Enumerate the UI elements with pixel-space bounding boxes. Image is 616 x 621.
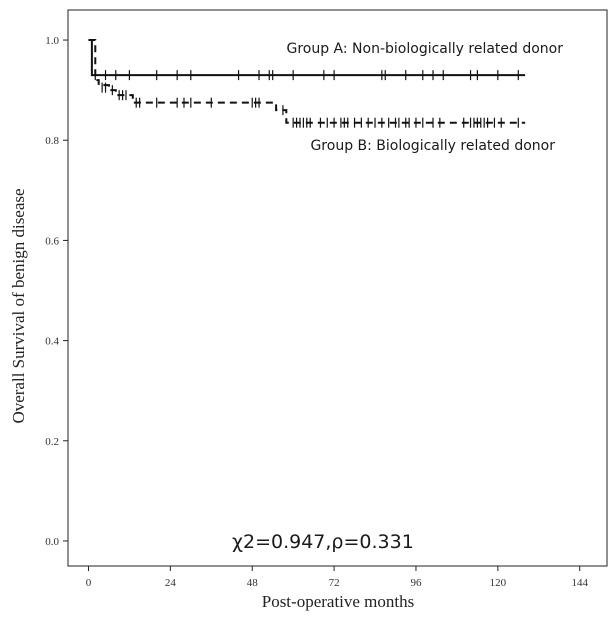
x-tick-label: 48 (247, 577, 259, 589)
x-axis-ticks: 0 24 48 72 96 120 144 (86, 566, 588, 589)
y-tick-label: 0.6 (45, 235, 59, 247)
y-axis-ticks: 0.0 0.2 0.4 0.6 0.8 1.0 (45, 35, 68, 548)
group-a-label: Group A: Non-biologically related donor (286, 41, 563, 57)
statistic-annotation: χ2=0.947,ρ=0.331 (232, 531, 414, 553)
x-tick-label: 96 (410, 577, 422, 589)
group-b-series (88, 39, 526, 128)
y-tick-label: 0.0 (45, 536, 59, 548)
x-axis-label: Post-operative months (262, 592, 415, 611)
group-b-survival-line (88, 39, 526, 124)
plot-frame (67, 9, 608, 567)
y-tick-label: 1.0 (45, 35, 59, 47)
y-tick-label: 0.2 (45, 436, 59, 448)
x-tick-label: 0 (86, 577, 92, 589)
group-b-label: Group B: Biologically related donor (310, 138, 555, 154)
x-tick-label: 24 (165, 577, 177, 589)
x-tick-label: 120 (490, 577, 507, 589)
x-tick-label: 144 (571, 577, 588, 589)
x-tick-label: 72 (329, 577, 340, 589)
y-tick-label: 0.8 (45, 135, 59, 147)
y-tick-label: 0.4 (45, 336, 59, 348)
y-axis-label: Overall Survival of benign disease (9, 188, 28, 423)
plot-border (67, 9, 608, 567)
series-layer (88, 39, 526, 128)
